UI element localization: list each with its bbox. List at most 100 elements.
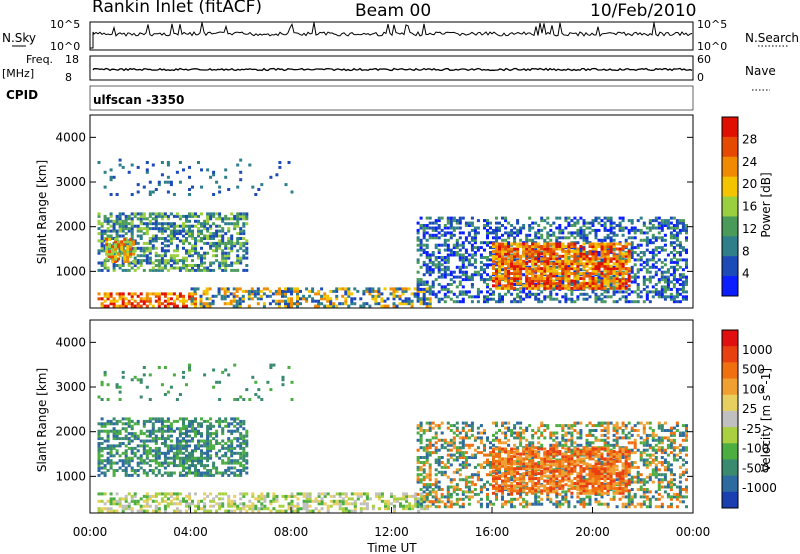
echo-cell (685, 236, 688, 240)
echo-cell (154, 299, 158, 303)
echo-cell (166, 492, 170, 496)
echo-cell (97, 429, 101, 433)
echo-cell (443, 238, 447, 242)
echo-cell (221, 239, 225, 243)
echo-cell (473, 228, 477, 232)
echo-cell (648, 219, 652, 223)
echo-cell (139, 429, 143, 433)
echo-cell (440, 258, 444, 262)
echo-cell (437, 231, 441, 235)
echo-cell (151, 429, 155, 433)
echo-cell (194, 417, 197, 421)
echo-cell (660, 290, 664, 294)
echo-cell (311, 289, 315, 293)
echo-cell (504, 257, 508, 261)
echo-cell (215, 432, 219, 436)
echo-cell (224, 246, 228, 250)
echo-cell (600, 286, 604, 290)
echo-cell (392, 294, 396, 298)
echo-cell (461, 290, 465, 294)
echo-cell (422, 468, 426, 472)
echo-cell (567, 256, 571, 259)
echo-cell (603, 247, 607, 251)
echo-cell (154, 237, 158, 240)
echo-cell (437, 485, 441, 489)
echo-cell (221, 427, 225, 431)
echo-cell (148, 459, 152, 463)
echo-cell (145, 249, 149, 253)
echo-cell (461, 241, 465, 245)
echo-cell (320, 499, 324, 503)
echo-cell (606, 249, 610, 253)
echo-cell (660, 292, 664, 296)
echo-cell (621, 254, 625, 258)
echo-cell (615, 264, 619, 268)
echo-cell (437, 290, 441, 294)
echo-cell (362, 289, 366, 293)
echo-cell (100, 471, 104, 475)
echo-cell (160, 237, 164, 240)
echo-cell (552, 267, 556, 271)
echo-cell (449, 441, 453, 445)
velocity-data (97, 363, 688, 513)
echo-cell (166, 464, 170, 468)
echo-cell (100, 232, 104, 236)
echo-cell (543, 242, 547, 246)
echo-cell (233, 461, 237, 465)
echo-cell (338, 507, 342, 511)
echo-cell (182, 437, 185, 441)
echo-cell (172, 292, 176, 296)
echo-cell (185, 256, 188, 260)
echo-cell (455, 285, 459, 289)
echo-cell (359, 502, 363, 506)
echo-cell (287, 504, 291, 508)
echo-cell (558, 245, 562, 248)
echo-cell (175, 442, 179, 445)
echo-cell (151, 212, 155, 216)
echo-cell (419, 465, 423, 469)
echo-cell (97, 473, 101, 477)
echo-cell (666, 287, 670, 291)
echo-cell (636, 228, 640, 232)
echo-cell (182, 299, 185, 303)
echo-cell (458, 248, 462, 252)
echo-cell (230, 504, 234, 508)
echo-cell (549, 292, 553, 296)
echo-cell (209, 432, 213, 436)
echo-cell (534, 233, 538, 237)
echo-cell (573, 284, 577, 288)
echo-cell (302, 492, 306, 496)
echo-cell (414, 502, 418, 506)
echo-cell (603, 238, 607, 242)
nsearch-tick-top: 10^5 (697, 18, 727, 31)
echo-cell (558, 272, 562, 275)
echo-cell (654, 290, 658, 294)
echo-cell (528, 292, 532, 296)
echo-cell (341, 287, 345, 291)
echo-cell (555, 247, 559, 251)
echo-cell (236, 239, 240, 243)
echo-cell (603, 262, 607, 266)
echo-cell (519, 290, 523, 294)
echo-cell (111, 247, 115, 251)
echo-cell (127, 442, 131, 445)
echo-cell (416, 260, 420, 264)
echo-cell (123, 252, 127, 256)
echo-cell (660, 278, 664, 282)
echo-cell (197, 456, 200, 460)
echo-cell (443, 256, 447, 259)
echo-cell (591, 279, 595, 283)
echo-cell (215, 249, 219, 253)
echo-cell (182, 246, 185, 250)
echo-cell (142, 424, 146, 428)
echo-cell (657, 268, 661, 272)
echo-cell (642, 260, 646, 264)
echo-cell (597, 269, 601, 273)
echo-cell (203, 419, 207, 423)
echo-cell (290, 287, 293, 291)
echo-cell (169, 456, 173, 460)
echo-cell (425, 497, 429, 501)
echo-cell (274, 292, 278, 296)
echo-cell (151, 437, 155, 441)
echo-cell (543, 257, 547, 261)
